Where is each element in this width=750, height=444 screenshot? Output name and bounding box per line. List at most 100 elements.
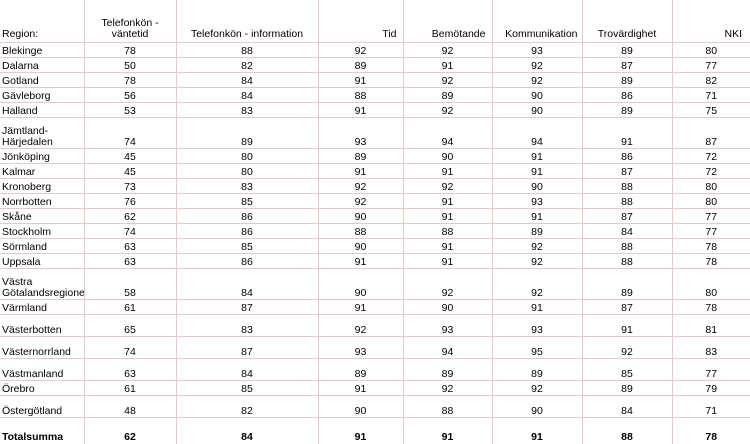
information-cell: 82	[176, 57, 319, 73]
nki-cell: 72	[672, 148, 750, 164]
kommunikation-cell: 90	[492, 87, 583, 103]
kommunikation-cell: 92	[492, 253, 583, 269]
kommunikation-cell: 91	[492, 148, 583, 164]
information-cell: 85	[176, 380, 319, 396]
nki-cell: 80	[672, 42, 750, 58]
information-cell: 86	[176, 208, 319, 224]
vantetid-cell: 61	[84, 299, 177, 315]
nki-cell: 72	[672, 163, 750, 179]
header-trovardighet: Trovärdighet	[582, 0, 673, 43]
header-tid: Tid	[318, 0, 404, 43]
region-cell: Östergötland	[0, 395, 85, 418]
tid-cell: 91	[318, 102, 404, 118]
information-cell: 89	[176, 117, 319, 149]
information-cell: 85	[176, 193, 319, 209]
bemotande-cell: 92	[403, 178, 493, 194]
bemotande-cell: 92	[403, 268, 493, 300]
header-region: Region:	[0, 0, 85, 43]
bemotande-cell: 90	[403, 299, 493, 315]
bemotande-cell: 92	[403, 42, 493, 58]
bemotande-cell: 93	[403, 314, 493, 337]
information-cell: 84	[176, 358, 319, 381]
table-row: Stockholm 74 86 88 88 89 84 77	[0, 223, 750, 239]
table-row: Västra Götalandsregionen 58 84 90 92 92 89 80	[0, 268, 750, 300]
trovardighet-cell: 87	[582, 208, 673, 224]
vantetid-cell: 65	[84, 314, 177, 337]
trovardighet-cell: 87	[582, 57, 673, 73]
vantetid-cell: 48	[84, 395, 177, 418]
region-cell: Jämtland-Härjedalen	[0, 117, 85, 149]
vantetid-cell: 73	[84, 178, 177, 194]
information-cell: 80	[176, 148, 319, 164]
total-vantetid: 62	[84, 417, 177, 444]
trovardighet-cell: 85	[582, 358, 673, 381]
table-row: Kronoberg 73 83 92 92 90 88 80	[0, 178, 750, 194]
bemotande-cell: 94	[403, 336, 493, 359]
region-cell: Västra Götalandsregionen	[0, 268, 85, 300]
vantetid-cell: 61	[84, 380, 177, 396]
nki-cell: 83	[672, 336, 750, 359]
nki-cell: 71	[672, 395, 750, 418]
total-row: Totalsumma 62 84 91 91 91 88 78	[0, 417, 750, 444]
trovardighet-cell: 88	[582, 178, 673, 194]
region-cell: Gotland	[0, 72, 85, 88]
vantetid-cell: 76	[84, 193, 177, 209]
table-row: Östergötland 48 82 90 88 90 84 71	[0, 395, 750, 418]
table-row: Gotland 78 84 91 92 92 89 82	[0, 72, 750, 88]
tid-cell: 91	[318, 163, 404, 179]
table-row: Västerbotten 65 83 92 93 93 91 81	[0, 314, 750, 337]
header-row: Region: Telefonkön - väntetid Telefonkön…	[0, 0, 750, 43]
tid-cell: 90	[318, 238, 404, 254]
total-information: 84	[176, 417, 319, 444]
vantetid-cell: 58	[84, 268, 177, 300]
table-row: Norrbotten 76 85 92 91 93 88 80	[0, 193, 750, 209]
information-cell: 84	[176, 72, 319, 88]
information-cell: 80	[176, 163, 319, 179]
vantetid-cell: 63	[84, 358, 177, 381]
trovardighet-cell: 88	[582, 253, 673, 269]
tid-cell: 92	[318, 42, 404, 58]
tid-cell: 91	[318, 299, 404, 315]
table-row: Sörmland 63 85 90 91 92 88 78	[0, 238, 750, 254]
nki-cell: 77	[672, 358, 750, 381]
header-telefonkon-information: Telefonkön - information	[176, 0, 319, 43]
kommunikation-cell: 90	[492, 395, 583, 418]
bemotande-cell: 91	[403, 163, 493, 179]
table-row: Värmland 61 87 91 90 91 87 78	[0, 299, 750, 315]
region-cell: Stockholm	[0, 223, 85, 239]
nki-cell: 82	[672, 72, 750, 88]
kommunikation-cell: 91	[492, 299, 583, 315]
table-row: Dalarna 50 82 89 91 92 87 77	[0, 57, 750, 73]
bemotande-cell: 91	[403, 253, 493, 269]
tid-cell: 88	[318, 223, 404, 239]
nki-cell: 80	[672, 268, 750, 300]
tid-cell: 90	[318, 208, 404, 224]
header-nki: NKI	[672, 0, 750, 43]
information-cell: 83	[176, 178, 319, 194]
region-cell: Värmland	[0, 299, 85, 315]
bemotande-cell: 91	[403, 208, 493, 224]
kommunikation-cell: 92	[492, 72, 583, 88]
information-cell: 87	[176, 336, 319, 359]
kommunikation-cell: 91	[492, 208, 583, 224]
nki-cell: 77	[672, 57, 750, 73]
table-row: Uppsala 63 86 91 91 92 88 78	[0, 253, 750, 269]
table-row: Västernorrland 74 87 93 94 95 92 83	[0, 336, 750, 359]
vantetid-cell: 45	[84, 163, 177, 179]
trovardighet-cell: 89	[582, 102, 673, 118]
region-cell: Dalarna	[0, 57, 85, 73]
bemotande-cell: 88	[403, 395, 493, 418]
tid-cell: 89	[318, 358, 404, 381]
bemotande-cell: 88	[403, 223, 493, 239]
bemotande-cell: 94	[403, 117, 493, 149]
kommunikation-cell: 89	[492, 358, 583, 381]
nki-cell: 78	[672, 253, 750, 269]
table-row: Kalmar 45 80 91 91 91 87 72	[0, 163, 750, 179]
bemotande-cell: 90	[403, 148, 493, 164]
tid-cell: 91	[318, 253, 404, 269]
region-cell: Örebro	[0, 380, 85, 396]
table-row: Halland 53 83 91 92 90 89 75	[0, 102, 750, 118]
header-telefonkon-vantetid: Telefonkön - väntetid	[84, 0, 177, 43]
kommunikation-cell: 95	[492, 336, 583, 359]
